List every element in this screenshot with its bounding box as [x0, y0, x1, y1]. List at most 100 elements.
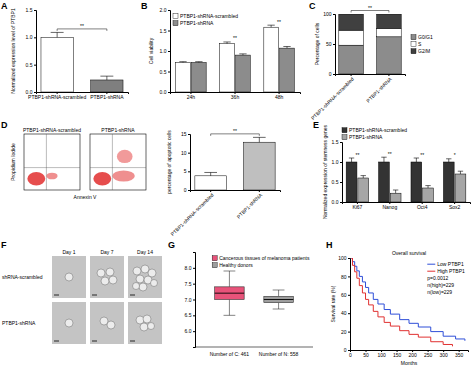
cell: [107, 321, 115, 329]
error-bar: [223, 42, 230, 44]
legend-swatch: [342, 135, 347, 140]
axis-title: Propidium Iodide: [10, 143, 16, 181]
legend-item: PTBP1-shRNA-scrambled: [173, 13, 238, 19]
tick-mark: [188, 134, 190, 135]
tick-mark: [188, 171, 190, 172]
tick-mark: [34, 92, 36, 93]
legend-swatch: [427, 271, 435, 272]
legend-item: G0/G1: [411, 34, 433, 40]
image-background: [90, 302, 124, 344]
panel-label: H: [326, 240, 333, 250]
error-bar: [267, 25, 274, 27]
tick-label: 200: [408, 352, 417, 358]
panel-label: E: [313, 120, 319, 130]
axis-line: [195, 347, 313, 348]
bar: [443, 162, 454, 202]
plot-area: [346, 157, 466, 202]
axis-title: Percentage of cells: [314, 22, 320, 65]
annotation: Number of C: 461: [210, 351, 250, 357]
axis-title: Months: [401, 360, 418, 366]
tick: Nanog: [382, 202, 397, 210]
tick-mark: [348, 350, 350, 351]
error-bar: [179, 61, 186, 63]
micrograph: [90, 302, 124, 344]
tick-label: 1.0: [332, 159, 339, 165]
cell: [143, 315, 151, 323]
tick: 0: [349, 350, 352, 358]
legend-label: PTBP1-shRNA: [349, 134, 383, 140]
bar: [195, 176, 227, 190]
bar: [91, 80, 123, 92]
axis: 020406080100: [338, 255, 350, 353]
axis: Ki67NanogOct4Sox2: [343, 202, 471, 210]
tick-label: PTBP1-shRNA-scrambled: [28, 94, 86, 100]
tick-label: 100: [338, 255, 347, 261]
bar: [280, 48, 295, 92]
tick-mark: [193, 331, 195, 332]
plot-area: [176, 25, 295, 92]
tick-mark: [34, 65, 36, 66]
cell: [133, 267, 141, 275]
tick-mark: [188, 190, 190, 191]
error-bar: [414, 158, 419, 162]
legend-item: Low PTBP1: [427, 261, 464, 267]
column-label: Day 14: [137, 249, 153, 255]
tick: 40: [341, 310, 350, 316]
bar: [41, 37, 73, 92]
cell: [140, 323, 148, 331]
legend-label: Healthy donors: [219, 262, 253, 268]
error-bar: [425, 186, 430, 188]
tick: 60: [341, 292, 350, 298]
whisker-cap: [224, 315, 236, 316]
tick-label: 80: [341, 274, 347, 280]
error-bar: [381, 157, 386, 162]
axis-line: [191, 191, 281, 193]
bar: [379, 162, 390, 202]
tick-label: PTBP1-shRNA: [365, 75, 393, 103]
whisker-cap: [224, 271, 236, 272]
tick-mark: [351, 74, 352, 76]
tick-mark: [348, 313, 350, 314]
image-background: [128, 256, 162, 298]
figure: 0.00.51.01.5PTBP1-shRNA-scrambledPTBP1-s…: [0, 0, 474, 387]
tick-label: 15: [181, 131, 187, 137]
axis-line: [348, 259, 351, 351]
cell-cloud: [112, 170, 134, 181]
legend-swatch: [411, 42, 416, 47]
bar: [192, 62, 207, 92]
whisker: [278, 290, 279, 296]
tick-label: 1.5: [332, 139, 339, 145]
panel-label: G: [168, 240, 175, 250]
tick: 50: [363, 350, 369, 358]
tick-label: 48h: [275, 94, 284, 100]
tick: 350: [455, 350, 464, 358]
tick-label: 50: [363, 352, 369, 358]
tick-label: 40: [341, 310, 347, 316]
tick-label: 150: [393, 352, 402, 358]
tick: Ki67: [352, 202, 362, 210]
tick-label: 36h: [231, 94, 240, 100]
tick: 0: [184, 187, 190, 193]
tick-label: Ki67: [352, 204, 362, 210]
tick-label: 100: [323, 11, 332, 17]
cell: [65, 273, 73, 281]
row-label: shRNA-scrambled: [2, 274, 43, 280]
micrograph: [52, 302, 86, 344]
cell: [148, 323, 155, 330]
legend-label: Cancerous tissues of melanoma patients: [219, 255, 310, 261]
significance: **: [80, 23, 84, 29]
tick-mark: [333, 14, 335, 15]
legend-item: PTBP1-shRNA-scrambled: [342, 127, 407, 133]
error-bar: [253, 137, 266, 142]
legend-item: Cancerous tissues of melanoma patients: [212, 255, 310, 261]
tick-mark: [348, 332, 350, 333]
legend-item: Healthy donors: [212, 262, 253, 268]
tick-mark: [210, 190, 211, 192]
tick: 0.0: [332, 199, 342, 205]
tick: 7.5: [185, 281, 195, 287]
tick: 20: [341, 329, 350, 335]
tick: PTBP1-shRNA-scrambled: [28, 92, 86, 100]
legend-label: S: [418, 41, 422, 47]
axis-title: Survival rate (%): [330, 285, 336, 322]
gate-line: [90, 167, 146, 168]
